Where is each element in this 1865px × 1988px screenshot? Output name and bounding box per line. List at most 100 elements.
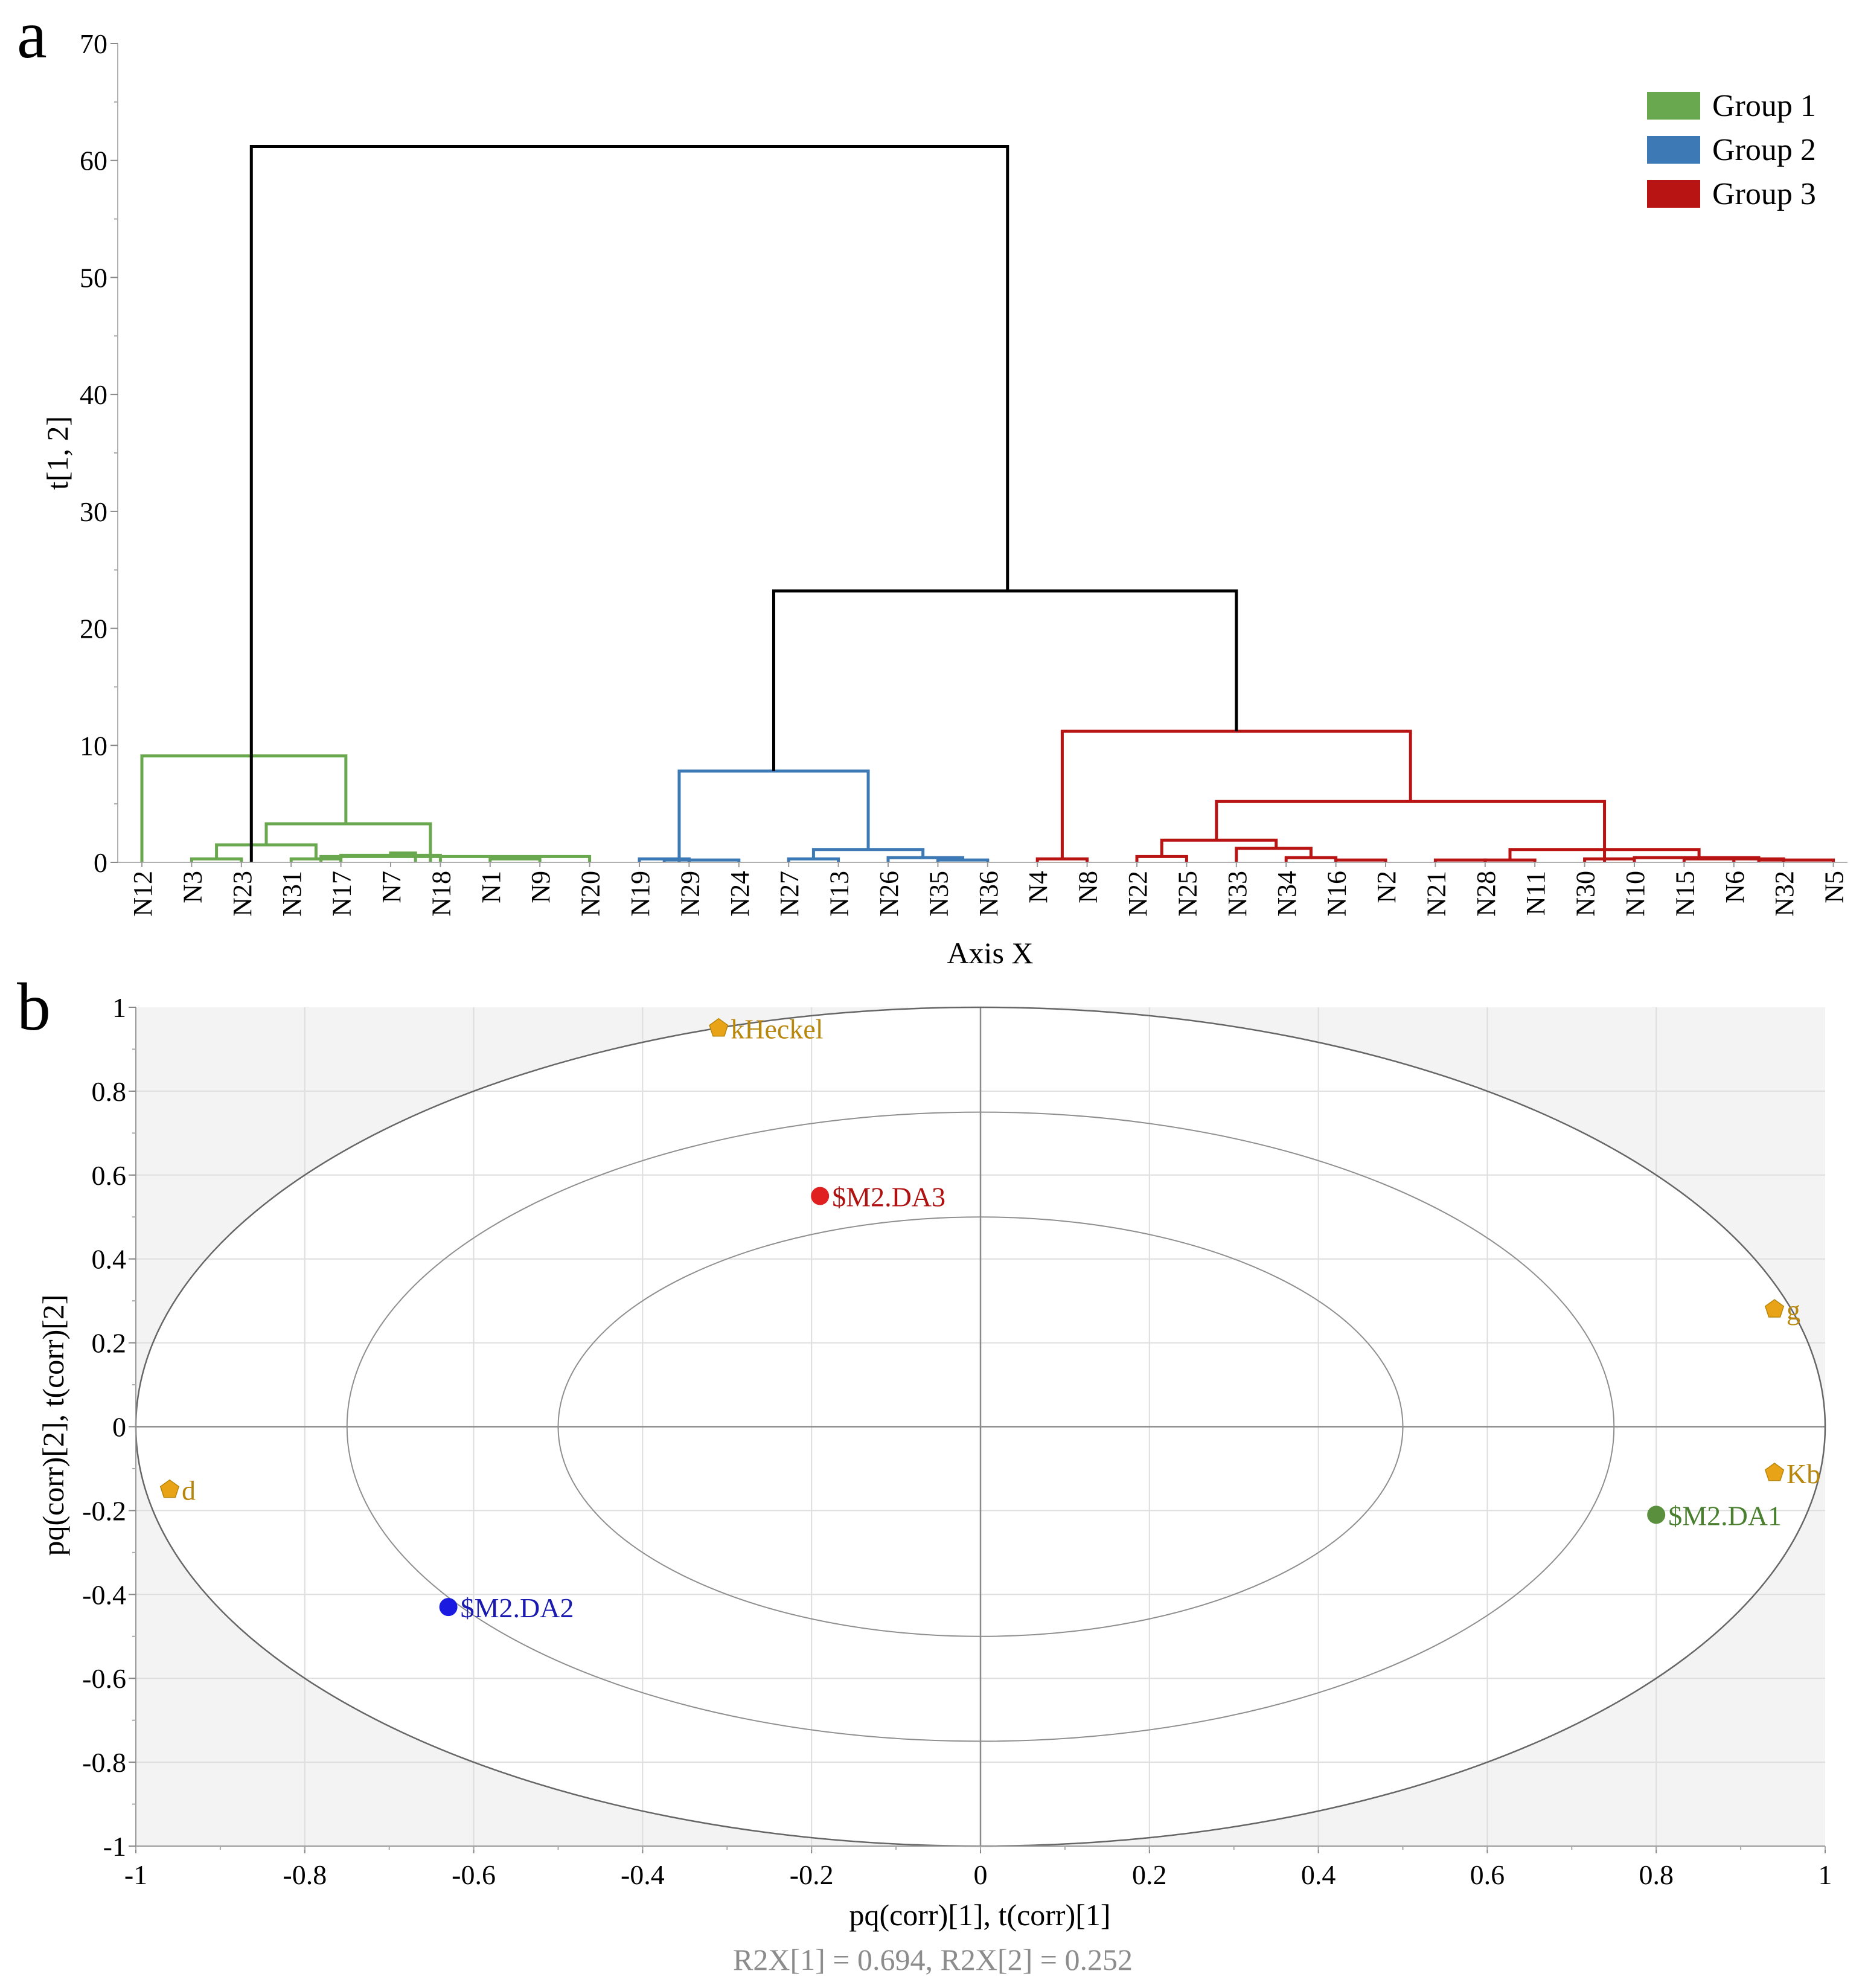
x-tick-label: 0.8 <box>1639 1859 1674 1890</box>
dendrogram-panel: a 0 10 20 30 40 50 60 70 N12 N3 N23 N31 N17 N7 N18 N1 N9… <box>17 0 1849 970</box>
dendrogram-link <box>1215 800 1607 850</box>
dendrogram-link <box>1235 847 1313 862</box>
data-point-pentagon <box>1764 1299 1785 1318</box>
leaf-label: N22 <box>1123 871 1153 917</box>
y-tick-label: 40 <box>80 379 107 410</box>
leaf-label: N20 <box>576 871 606 917</box>
dendrogram-link <box>662 858 741 862</box>
legend-label: Group 1 <box>1712 89 1816 123</box>
dendrogram-link <box>1035 857 1089 862</box>
data-point-pentagon <box>1764 1462 1785 1481</box>
dendrogram-axes: 0 10 20 30 40 50 60 70 N12 N3 N23 N31 N17 N7 N18 N1 N9 N2… <box>80 28 1849 917</box>
x-tick-label: 0.2 <box>1132 1859 1167 1890</box>
dendrogram-link <box>249 144 1009 862</box>
r2x-footnote: R2X[1] = 0.694, R2X[2] = 0.252 <box>733 1943 1133 1977</box>
y-tick-label: 0.2 <box>92 1328 127 1359</box>
y-tick-label: 0.8 <box>92 1076 127 1107</box>
y-tick-label: -0.2 <box>82 1495 126 1526</box>
legend-swatch <box>1647 92 1700 120</box>
panel-a-label: a <box>17 0 47 72</box>
y-tick-label: -0.4 <box>82 1579 126 1610</box>
leaf-label: N17 <box>327 871 357 917</box>
dendrogram-link <box>1160 838 1278 857</box>
data-point-label: kHeckel <box>731 1014 823 1045</box>
leaf-label: N6 <box>1720 871 1750 903</box>
panel-b-label: b <box>17 970 51 1045</box>
dendrogram-link <box>772 589 1238 771</box>
leaf-label: N13 <box>825 871 854 917</box>
dendrogram-link <box>787 857 840 862</box>
leaf-label: N26 <box>874 871 904 917</box>
leaf-label: N19 <box>625 871 655 917</box>
loading-plot-panel: b -1 -0.8 -0.6 -0.4 -0.2 0 0.2 0.4 0.6 0.8 1 1 0.8 0.… <box>17 970 1832 1977</box>
data-point-circle <box>811 1187 830 1205</box>
y-axis-label: pq(corr)[2], t(corr)[2] <box>36 1294 70 1556</box>
leaf-label: N10 <box>1620 871 1650 917</box>
y-tick-label: 0.6 <box>92 1160 127 1191</box>
legend-label: Group 3 <box>1712 177 1816 211</box>
leaf-label: N16 <box>1322 871 1352 917</box>
y-tick-label: 20 <box>80 614 107 644</box>
leaf-label: N31 <box>277 871 307 917</box>
dendrogram-link <box>488 857 542 862</box>
dendrogram-link <box>389 851 417 862</box>
dendrogram-link <box>1483 858 1537 862</box>
leaf-label: N36 <box>974 871 1003 917</box>
dendrogram-link <box>319 855 592 862</box>
data-point-pentagon <box>709 1018 729 1037</box>
leaf-label: N23 <box>228 871 257 917</box>
x-tick-label: 1 <box>1819 1859 1832 1890</box>
leaf-label: N28 <box>1471 871 1501 917</box>
data-point-circle <box>439 1598 458 1617</box>
legend-label: Group 2 <box>1712 133 1816 167</box>
dendrogram-link <box>1757 858 1835 862</box>
dendrogram-links <box>140 144 1835 862</box>
x-tick-label: 0 <box>974 1859 988 1890</box>
y-tick-label: 0 <box>112 1412 126 1443</box>
y-tick-label: 1 <box>112 992 126 1023</box>
data-point-label: g <box>1787 1295 1800 1326</box>
dendrogram-link <box>264 822 432 862</box>
dendrogram-link <box>886 856 965 862</box>
x-tick-label: -1 <box>124 1859 147 1890</box>
leaf-label: N2 <box>1372 871 1401 903</box>
leaf-label: N1 <box>476 871 506 903</box>
leaf-label: N4 <box>1023 871 1053 903</box>
leaf-label: N8 <box>1073 871 1103 903</box>
leaf-label: N24 <box>725 871 755 917</box>
y-tick-label: 10 <box>80 730 107 761</box>
y-tick-label: 70 <box>80 28 107 59</box>
y-tick-label: 50 <box>80 262 107 293</box>
data-point-label: $M2.DA3 <box>832 1182 945 1213</box>
legend-swatch <box>1647 136 1700 164</box>
x-tick-label: -0.4 <box>621 1859 665 1890</box>
leaf-label: N15 <box>1670 871 1700 917</box>
y-tick-label: 30 <box>80 496 107 527</box>
leaf-label: N32 <box>1770 871 1799 917</box>
dendrogram-link <box>936 858 990 862</box>
correlation-ellipse <box>346 1111 1615 1742</box>
leaf-label: N5 <box>1820 871 1849 903</box>
leaf-label: N35 <box>924 871 953 917</box>
dendrogram-link <box>215 843 318 859</box>
leaf-label: N33 <box>1223 871 1252 917</box>
y-tick-label: 0 <box>94 847 107 878</box>
leaf-label: N21 <box>1421 871 1451 917</box>
leaf-label: N25 <box>1172 871 1202 917</box>
leaf-label: N12 <box>128 871 158 917</box>
dendrogram-link <box>1633 856 1761 862</box>
dendrogram-link <box>1135 855 1188 862</box>
leaf-label: N29 <box>675 871 705 917</box>
y-tick-label: 0.4 <box>92 1244 127 1275</box>
legend: Group 1 Group 2 Group 3 <box>1647 89 1816 211</box>
data-point-label: $M2.DA1 <box>1668 1500 1782 1531</box>
legend-swatch <box>1647 180 1700 208</box>
leaf-label: N9 <box>526 871 555 903</box>
leaf-label: N18 <box>426 871 456 917</box>
data-point-label: $M2.DA2 <box>461 1592 574 1623</box>
y-tick-label: -1 <box>103 1831 126 1862</box>
x-axis-label: Axis X <box>947 936 1033 970</box>
x-axis-label: pq(corr)[1], t(corr)[1] <box>849 1898 1110 1932</box>
x-tick-label: 0.6 <box>1470 1859 1505 1890</box>
